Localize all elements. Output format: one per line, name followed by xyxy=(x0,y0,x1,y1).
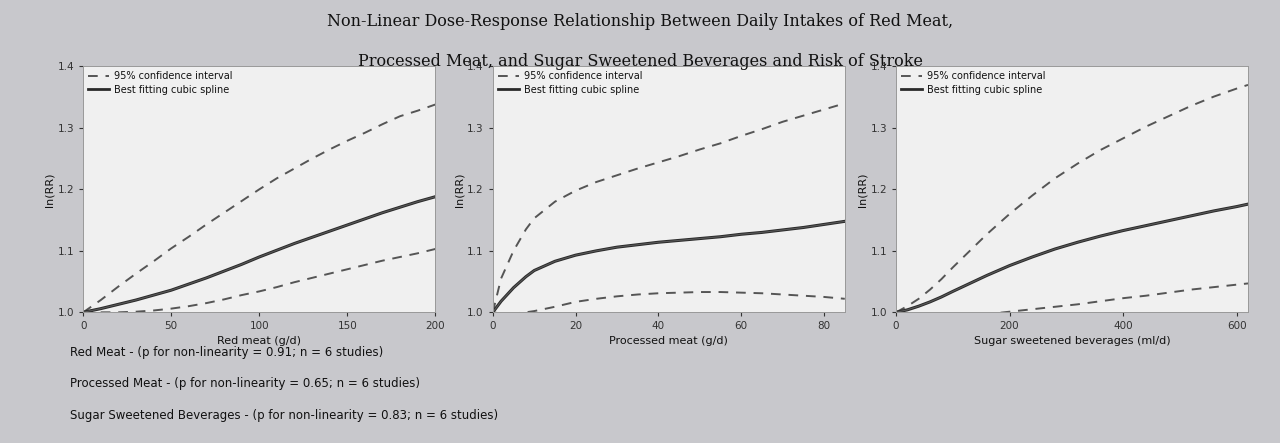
Text: Red Meat - (p for non-linearity = 0.91; n = 6 studies): Red Meat - (p for non-linearity = 0.91; … xyxy=(70,346,384,358)
Text: Processed Meat, and Sugar Sweetened Beverages and Risk of Stroke: Processed Meat, and Sugar Sweetened Beve… xyxy=(357,53,923,70)
Text: Non-Linear Dose-Response Relationship Between Daily Intakes of Red Meat,: Non-Linear Dose-Response Relationship Be… xyxy=(326,13,954,30)
Text: Sugar Sweetened Beverages - (p for non-linearity = 0.83; n = 6 studies): Sugar Sweetened Beverages - (p for non-l… xyxy=(70,409,498,422)
Legend: 95% confidence interval, Best fitting cubic spline: 95% confidence interval, Best fitting cu… xyxy=(495,70,644,97)
Legend: 95% confidence interval, Best fitting cubic spline: 95% confidence interval, Best fitting cu… xyxy=(899,70,1047,97)
Y-axis label: ln(RR): ln(RR) xyxy=(45,172,55,206)
X-axis label: Processed meat (g/d): Processed meat (g/d) xyxy=(609,335,728,346)
Y-axis label: ln(RR): ln(RR) xyxy=(454,172,465,206)
X-axis label: Sugar sweetened beverages (ml/d): Sugar sweetened beverages (ml/d) xyxy=(974,335,1170,346)
Legend: 95% confidence interval, Best fitting cubic spline: 95% confidence interval, Best fitting cu… xyxy=(86,70,234,97)
X-axis label: Red meat (g/d): Red meat (g/d) xyxy=(218,335,301,346)
Text: Processed Meat - (p for non-linearity = 0.65; n = 6 studies): Processed Meat - (p for non-linearity = … xyxy=(70,377,420,390)
Y-axis label: ln(RR): ln(RR) xyxy=(858,172,868,206)
